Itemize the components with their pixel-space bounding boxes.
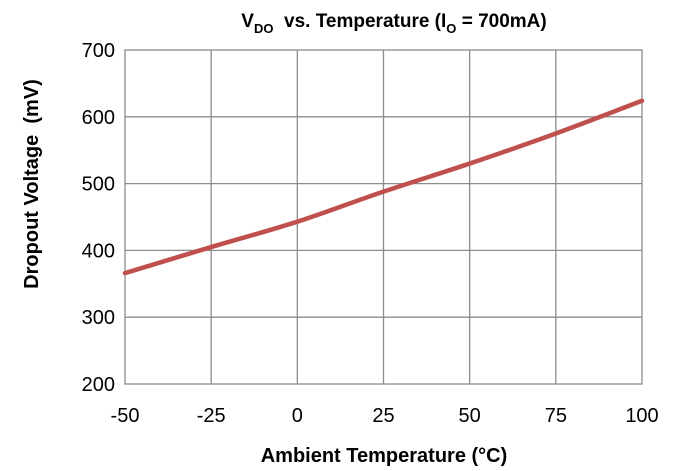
plot-frame [124, 49, 643, 385]
x-tick-label: 75 [545, 405, 567, 427]
y-tick-label: 600 [82, 107, 115, 129]
tick-labels: -50 -25 0 25 50 75 100 200 300 400 500 600 700 [82, 40, 659, 427]
y-tick-label: 700 [82, 40, 115, 62]
y-axis-label: Dropout Voltage (mV) [21, 79, 43, 289]
x-tick-label: 50 [459, 405, 481, 427]
y-tick-label: 400 [82, 240, 115, 262]
x-axis-label: Ambient Temperature (°C) [261, 445, 508, 467]
chart-title: VDO vs. Temperature (IO = 700mA) [241, 11, 546, 36]
y-tick-label: 200 [82, 374, 115, 396]
x-tick-label: 100 [625, 405, 658, 427]
grid [124, 49, 643, 385]
x-tick-label: -50 [111, 405, 140, 427]
x-tick-label: 25 [372, 405, 394, 427]
x-tick-label: 0 [292, 405, 303, 427]
y-tick-label: 300 [82, 307, 115, 329]
series-line [122, 98, 645, 276]
y-tick-label: 500 [82, 174, 115, 196]
series-layer [122, 98, 645, 276]
x-tick-label: -25 [197, 405, 226, 427]
